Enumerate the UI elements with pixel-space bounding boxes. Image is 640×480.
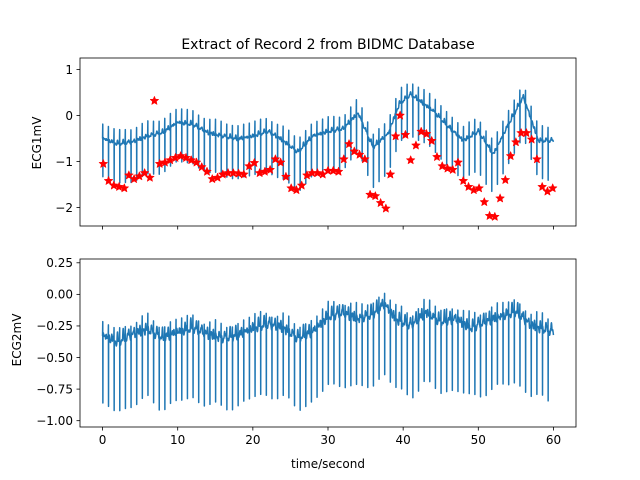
peak-marker	[400, 129, 411, 140]
peak-marker	[196, 161, 207, 172]
ecg2-y-axis-label: ECG2mV	[10, 313, 24, 367]
x-tick-label: 60	[546, 433, 561, 447]
y-tick-label: −0.25	[36, 319, 73, 333]
peak-marker	[119, 183, 130, 193]
peak-marker	[395, 110, 406, 120]
x-tick-label: 0	[99, 433, 107, 447]
peak-marker	[123, 170, 134, 180]
ecg1-ticks: 1 0 −1 −2	[55, 63, 554, 230]
peak-marker	[458, 175, 469, 186]
peak-marker	[191, 157, 202, 167]
peak-marker	[202, 166, 212, 176]
peak-marker	[265, 164, 276, 175]
y-tick-label: −1.00	[36, 414, 73, 428]
peak-marker	[296, 180, 307, 190]
peak-marker	[521, 127, 532, 138]
peak-marker	[390, 130, 401, 141]
x-tick-label: 40	[396, 433, 411, 447]
peak-marker	[233, 168, 244, 178]
peak-marker	[431, 151, 442, 162]
peak-marker	[144, 172, 155, 182]
peak-marker	[526, 134, 537, 144]
y-tick-label: −1	[55, 155, 73, 169]
peak-marker	[547, 183, 558, 193]
peak-marker	[114, 181, 125, 192]
y-tick-label: −2	[55, 201, 73, 215]
ecg1-plot-area	[98, 83, 558, 222]
chart-title: Extract of Record 2 from BIDMC Database	[181, 37, 474, 53]
peak-marker	[505, 150, 516, 161]
peak-marker	[537, 181, 548, 192]
ecg1-y-axis-label: ECG1mV	[30, 116, 44, 170]
peak-marker	[426, 135, 437, 146]
x-tick-label: 50	[471, 433, 486, 447]
y-tick-label: −0.50	[36, 351, 73, 365]
peak-marker	[312, 167, 323, 178]
peak-marker	[531, 154, 542, 164]
y-tick-label: 0.00	[46, 288, 73, 302]
peak-marker	[149, 95, 160, 106]
peak-marker	[489, 211, 500, 222]
x-axis-label: time/second	[291, 457, 365, 471]
peak-marker	[410, 140, 421, 150]
y-tick-label: −0.75	[36, 382, 73, 396]
peak-marker	[380, 203, 391, 213]
ecg1-axes: 1 0 −1 −2 ECG1mV	[30, 57, 577, 230]
peak-marker	[328, 165, 339, 176]
peak-marker	[370, 190, 381, 201]
peak-marker	[405, 154, 416, 165]
peak-marker	[238, 169, 249, 179]
x-tick-label: 30	[320, 433, 335, 447]
ecg2-ticks: 0 10 20 30 40 50 60 0.25 0.00 −0.25 −0.50 −0.75 −1.0…	[36, 256, 561, 447]
peak-marker	[333, 166, 344, 176]
peak-marker	[375, 197, 386, 208]
peak-marker	[108, 180, 119, 190]
ecg2-plot-area	[101, 292, 555, 412]
ecg2-signal-line	[101, 292, 555, 412]
peak-marker	[344, 138, 355, 149]
peak-marker	[484, 210, 495, 221]
peak-marker	[495, 193, 506, 203]
ecg1-signal-line	[101, 83, 555, 193]
peak-marker	[510, 136, 521, 147]
y-tick-label: 0.25	[46, 256, 73, 270]
peak-marker	[447, 164, 458, 175]
peak-marker	[139, 167, 150, 178]
peak-marker	[385, 169, 396, 179]
peak-marker	[98, 158, 109, 169]
peak-marker	[359, 154, 370, 164]
y-tick-label: 1	[65, 63, 73, 77]
peak-marker	[228, 167, 239, 178]
peak-marker	[474, 183, 485, 193]
peak-marker	[275, 157, 286, 167]
peak-marker	[249, 157, 260, 168]
x-tick-label: 20	[245, 433, 260, 447]
ecg2-axes: 0 10 20 30 40 50 60 0.25 0.00 −0.25 −0.50 −0.75 −1.0…	[10, 256, 577, 471]
peak-marker	[103, 175, 114, 186]
peak-marker	[500, 174, 511, 185]
y-tick-label: 0	[65, 109, 73, 123]
peak-marker	[421, 128, 432, 139]
peak-marker	[453, 157, 464, 167]
peak-marker	[442, 163, 453, 173]
peak-marker	[280, 171, 291, 181]
peak-marker	[354, 149, 365, 159]
peak-marker	[365, 189, 376, 199]
peak-marker	[479, 196, 490, 207]
peak-marker	[338, 154, 349, 164]
x-tick-label: 10	[170, 433, 185, 447]
